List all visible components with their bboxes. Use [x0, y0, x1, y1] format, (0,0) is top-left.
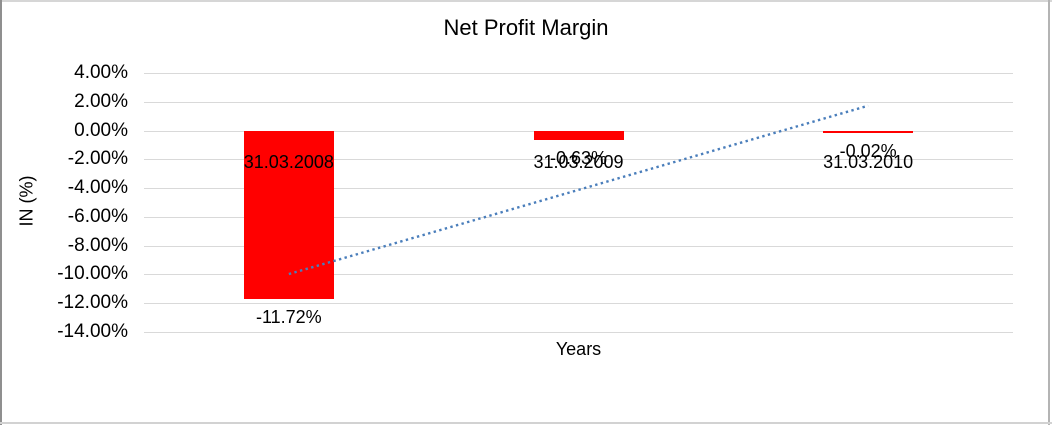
y-tick-label: -2.00%	[67, 148, 128, 170]
category-label: 31.03.2008	[243, 151, 334, 172]
data-label: -11.72%	[255, 307, 322, 328]
frame-border-right	[1048, 0, 1050, 425]
gridline	[144, 332, 1013, 333]
y-tick-label: -14.00%	[57, 321, 128, 342]
gridline	[144, 101, 1013, 103]
bar-31.03.2010	[823, 130, 914, 133]
chart-title: Net Profit Margin	[443, 15, 609, 40]
frame-border-bottom	[0, 422, 1052, 424]
y-tick-label: 4.00%	[74, 62, 128, 83]
frame-border-left	[0, 0, 2, 425]
frame-border-top	[0, 0, 1052, 2]
y-tick-label: -4.00%	[67, 177, 128, 199]
category-label: 31.03.2010	[823, 151, 914, 172]
x-axis-title: Years	[555, 339, 602, 359]
y-tick-label: -8.00%	[67, 234, 128, 256]
y-tick-label: -10.00%	[57, 263, 128, 285]
y-tick-label: 0.00%	[74, 119, 128, 141]
gridline	[144, 303, 1013, 305]
y-tick-label: -12.00%	[57, 292, 128, 314]
bar-31.03.2009	[533, 130, 624, 140]
y-tick-label: -6.00%	[67, 205, 128, 227]
y-tick-label: 2.00%	[74, 90, 128, 112]
gridline	[144, 73, 1013, 74]
category-label: 31.03.2009	[533, 151, 624, 172]
